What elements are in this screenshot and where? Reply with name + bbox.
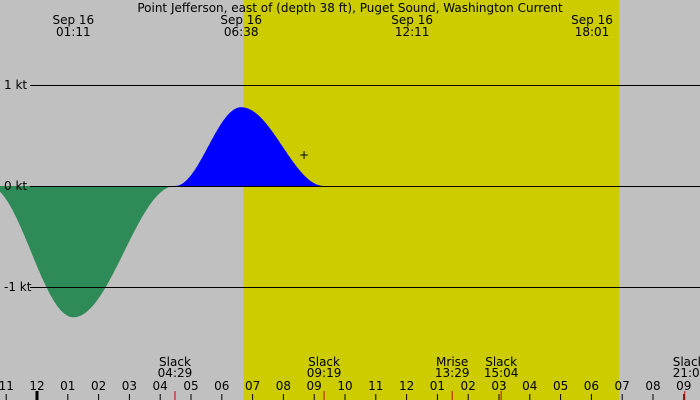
extremum-time-label: 06:38 (224, 25, 259, 39)
y-tick-label: -1 kt (4, 280, 32, 294)
y-tick-label: 0 kt (4, 179, 27, 193)
event-name-label: Mrise (436, 355, 468, 369)
cursor-mark: + (299, 148, 309, 162)
x-tick-label: 05 (183, 379, 198, 393)
x-tick-label: 11 (0, 379, 14, 393)
extremum-time-label: 01:11 (56, 25, 91, 39)
extremum-date-label: Sep 16 (571, 13, 613, 27)
chart-title: Point Jefferson, east of (depth 38 ft), … (137, 1, 563, 15)
x-tick-label: 10 (337, 379, 352, 393)
x-tick-label: 12 (29, 379, 44, 393)
x-tick-label: 02 (461, 379, 476, 393)
x-tick-label: 04 (522, 379, 537, 393)
extremum-date-label: Sep 16 (52, 13, 94, 27)
extremum-time-label: 18:01 (575, 25, 610, 39)
x-tick-label: 06 (214, 379, 229, 393)
extremum-time-label: 12:11 (395, 25, 430, 39)
x-tick-label: 07 (245, 379, 260, 393)
x-tick-label: 08 (276, 379, 291, 393)
extremum-date-label: Sep 16 (391, 13, 433, 27)
x-tick-label: 11 (368, 379, 383, 393)
x-tick-label: 02 (91, 379, 106, 393)
x-tick-label: 01 (430, 379, 445, 393)
event-name-label: Slack (485, 355, 517, 369)
x-tick-label: 04 (153, 379, 168, 393)
event-time-label: 13:29 (435, 366, 470, 380)
x-tick-label: 12 (399, 379, 414, 393)
event-time-label: 04:29 (158, 366, 193, 380)
daylight-band (243, 0, 620, 400)
event-name-label: Slack (308, 355, 340, 369)
x-tick-label: 05 (553, 379, 568, 393)
x-tick-label: 09 (307, 379, 322, 393)
y-tick-label: 1 kt (4, 78, 27, 92)
extremum-date-label: Sep 16 (220, 13, 262, 27)
x-tick-label: 01 (60, 379, 75, 393)
x-tick-label: 03 (491, 379, 506, 393)
event-time-label: 09:19 (307, 366, 342, 380)
ebb-area (0, 186, 175, 318)
flood-area (175, 107, 325, 186)
x-tick-label: 03 (122, 379, 137, 393)
x-tick-label: 06 (584, 379, 599, 393)
x-tick-label: 08 (645, 379, 660, 393)
event-name-label: Slack (159, 355, 191, 369)
x-tick-label: 09 (676, 379, 691, 393)
event-time-label: 21:02 (673, 366, 700, 380)
event-name-label: Slack (673, 355, 700, 369)
x-tick-label: 07 (615, 379, 630, 393)
event-time-label: 15:04 (484, 366, 519, 380)
